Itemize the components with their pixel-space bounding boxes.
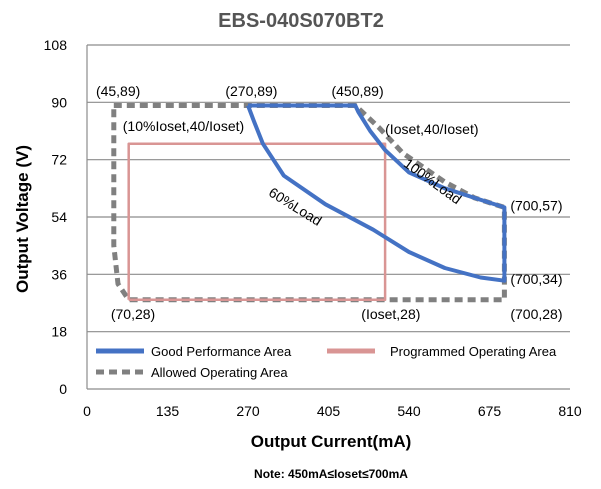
x-tick-label: 270 xyxy=(236,403,260,419)
y-tick-label: 90 xyxy=(51,94,67,110)
y-tick-label: 18 xyxy=(51,324,67,340)
point-annotation: (Ioset,40/Ioset) xyxy=(385,121,478,137)
point-annotation: (45,89) xyxy=(96,83,140,99)
y-tick-label: 72 xyxy=(51,152,67,168)
point-annotation: (270,89) xyxy=(225,83,277,99)
plot-lines xyxy=(111,103,507,303)
grid xyxy=(86,44,570,390)
x-tick-label: 135 xyxy=(156,403,180,419)
x-tick-label: 405 xyxy=(317,403,341,419)
point-annotation: (450,89) xyxy=(331,83,383,99)
y-tick-label: 36 xyxy=(51,266,67,282)
x-tick-label: 810 xyxy=(558,403,582,419)
y-tick-label: 108 xyxy=(44,37,68,53)
series-line-1 xyxy=(127,142,387,302)
point-annotation: (10%Ioset,40/Ioset) xyxy=(123,118,244,134)
legend-label: Programmed Operating Area xyxy=(390,344,557,359)
legend-label: Allowed Operating Area xyxy=(151,365,288,380)
legend: Good Performance Area Programmed Operatin… xyxy=(96,344,557,380)
x-tick-label: 675 xyxy=(478,403,502,419)
tick-labels: 0 18 36 54 72 90 108 0 135 270 405 540 675 810 xyxy=(44,37,582,419)
x-tick-label: 540 xyxy=(397,403,421,419)
y-tick-label: 0 xyxy=(59,381,67,397)
curve-label: 60%Load xyxy=(266,184,325,229)
curve-label: 100%Load xyxy=(401,155,465,207)
x-tick-label: 0 xyxy=(83,403,91,419)
x-axis-title: Output Current(mA) xyxy=(251,432,412,451)
y-tick-label: 54 xyxy=(51,209,67,225)
y-axis-title: Output Voltage (V) xyxy=(13,145,32,293)
legend-label: Good Performance Area xyxy=(151,344,292,359)
chart-title: EBS-040S070BT2 xyxy=(218,10,384,32)
point-annotation: (700,28) xyxy=(510,306,562,322)
point-annotation: (70,28) xyxy=(111,306,155,322)
point-annotation: (700,34) xyxy=(510,271,562,287)
point-annotation: (700,57) xyxy=(510,198,562,214)
series-line-0 xyxy=(246,103,507,283)
chart-note: Note: 450mA≤Ioset≤700mA xyxy=(254,467,408,481)
point-annotation: (Ioset,28) xyxy=(361,306,420,322)
